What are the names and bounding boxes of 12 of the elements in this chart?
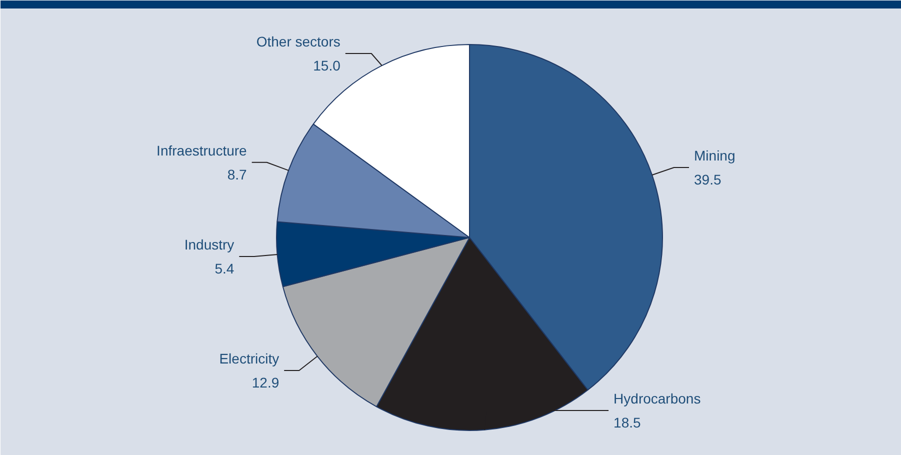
slice-label: Industry xyxy=(184,236,234,252)
slice-label: Hydrocarbons xyxy=(614,390,701,406)
slice-label: Electricity xyxy=(219,350,280,367)
data-label: 15.0 xyxy=(313,58,341,74)
data-label: 8.7 xyxy=(227,166,248,182)
slice-label: Infraestructure xyxy=(156,142,248,158)
data-label: 18.5 xyxy=(614,414,642,430)
data-label: 39.5 xyxy=(694,171,722,188)
data-label: 5.4 xyxy=(214,260,234,276)
data-label: 12.9 xyxy=(252,374,280,391)
slice-label: Mining xyxy=(694,147,736,164)
slice-label: Other sectors xyxy=(256,34,340,50)
